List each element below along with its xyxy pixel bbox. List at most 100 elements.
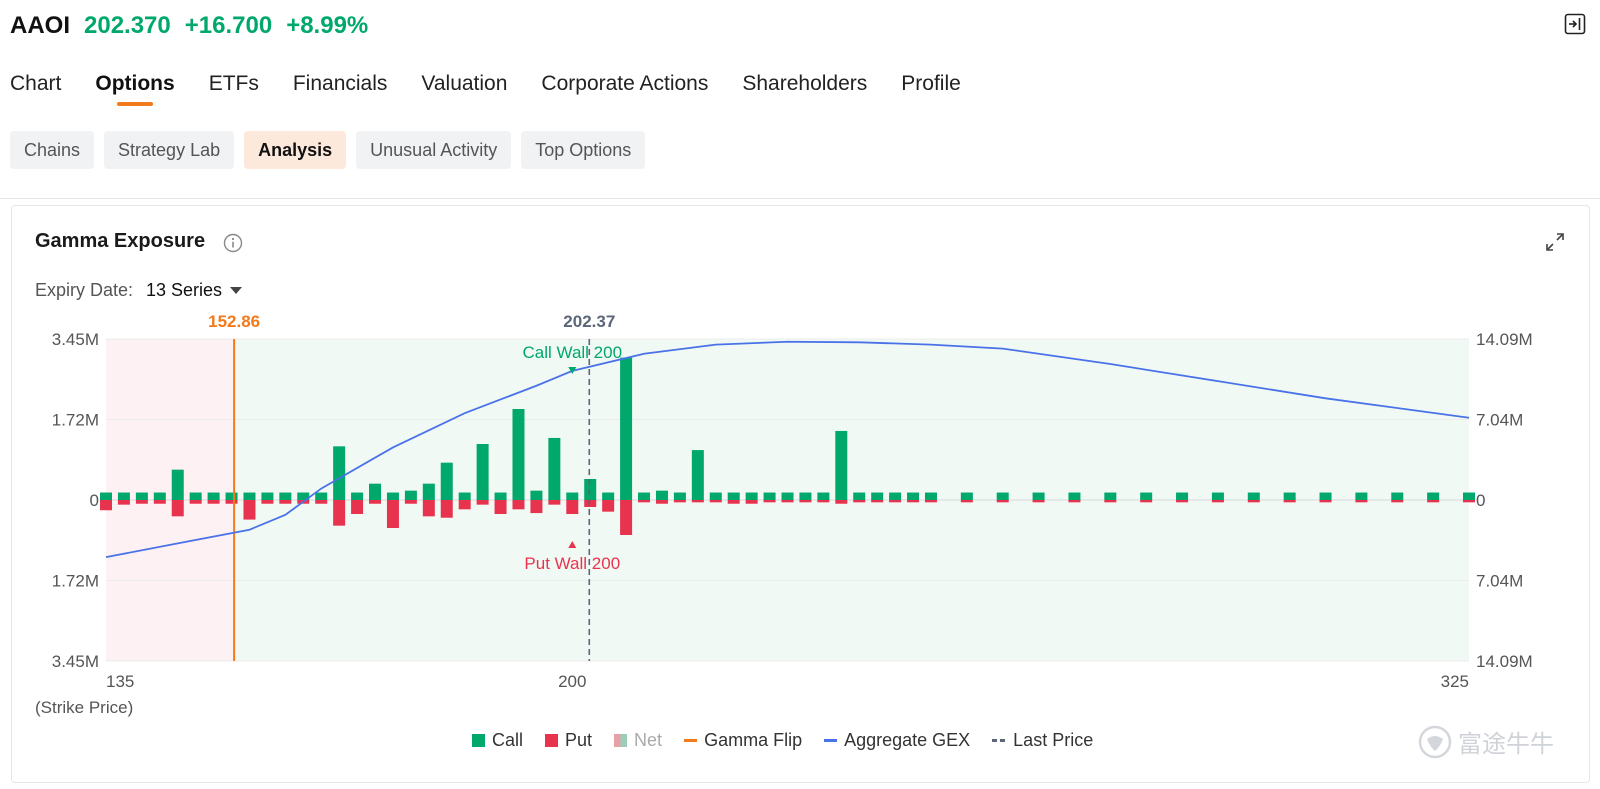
put-bar xyxy=(458,500,471,510)
y-axis-left-tick: 1.72M xyxy=(52,572,99,591)
caret-down-icon xyxy=(230,287,243,294)
put-bar xyxy=(1104,500,1117,503)
put-bar xyxy=(1211,500,1224,503)
call-bar xyxy=(763,492,776,500)
put-bar xyxy=(799,500,812,503)
gamma-flip-label: 152.86 xyxy=(208,312,260,331)
tab-valuation[interactable]: Valuation xyxy=(421,72,508,95)
legend-aggregate-gex-swatch xyxy=(824,739,838,742)
call-bar xyxy=(153,492,166,500)
call-bar xyxy=(171,469,184,500)
tab-options[interactable]: Options xyxy=(95,72,174,106)
info-icon[interactable] xyxy=(223,233,243,253)
put-bar xyxy=(351,500,364,514)
put-bar xyxy=(315,500,328,504)
legend-net[interactable]: Net xyxy=(614,730,662,751)
put-bar xyxy=(835,500,848,504)
put-bar xyxy=(333,500,346,526)
call-bar xyxy=(1176,492,1189,500)
tab-chart[interactable]: Chart xyxy=(10,72,62,95)
call-bar xyxy=(835,430,848,500)
legend-last-price[interactable]: Last Price xyxy=(992,730,1093,751)
expiry-date-dropdown[interactable]: 13 Series xyxy=(146,280,243,301)
call-bar xyxy=(404,490,417,500)
call-bar xyxy=(1463,492,1475,500)
call-bar xyxy=(673,492,686,500)
legend-net-swatch xyxy=(614,734,628,747)
put-bar xyxy=(602,500,615,512)
legend-gamma-flip-swatch xyxy=(684,739,698,742)
put-bar xyxy=(279,500,292,504)
put-bar xyxy=(655,500,668,504)
put-bar xyxy=(548,500,561,505)
options-sub-tabs: Chains Strategy Lab Analysis Unusual Act… xyxy=(10,131,646,169)
call-bar xyxy=(1391,492,1404,500)
put-bar xyxy=(207,500,220,504)
last-price: 202.370 xyxy=(84,12,171,39)
call-bar xyxy=(1355,492,1368,500)
subtab-analysis[interactable]: Analysis xyxy=(244,131,347,169)
collapse-panel-icon[interactable] xyxy=(1564,13,1586,35)
tab-profile[interactable]: Profile xyxy=(901,72,961,95)
put-bar xyxy=(960,500,973,503)
legend-put-label: Put xyxy=(565,730,593,750)
call-bar xyxy=(1247,492,1260,500)
put-bar xyxy=(673,500,686,503)
subtab-chains[interactable]: Chains xyxy=(10,131,95,169)
put-bar xyxy=(763,500,776,503)
put-bar xyxy=(404,500,417,504)
call-bar xyxy=(135,492,148,500)
call-bar xyxy=(315,492,328,500)
legend-call[interactable]: Call xyxy=(472,730,523,751)
legend-call-label: Call xyxy=(492,730,524,750)
card-title: Gamma Exposure xyxy=(35,230,206,252)
call-bar xyxy=(117,492,130,500)
call-bar xyxy=(584,479,597,500)
put-bar xyxy=(494,500,507,514)
tab-shareholders[interactable]: Shareholders xyxy=(742,72,868,95)
y-axis-right-tick: 7.04M xyxy=(1476,572,1523,591)
put-bar xyxy=(1032,500,1045,503)
legend-aggregate-gex[interactable]: Aggregate GEX xyxy=(824,730,970,751)
expiry-date-value: 13 Series xyxy=(146,280,223,300)
call-bar xyxy=(709,492,722,500)
call-bar xyxy=(386,492,399,500)
put-bar xyxy=(1068,500,1081,503)
call-bar xyxy=(548,437,561,500)
quote-header: AAOI 202.370 +16.700 +8.99% xyxy=(10,10,368,42)
legend-put[interactable]: Put xyxy=(545,730,592,751)
y-axis-right-tick: 14.09M xyxy=(1476,652,1533,671)
subtab-unusual-activity[interactable]: Unusual Activity xyxy=(356,131,512,169)
call-bar xyxy=(655,490,668,500)
put-bar xyxy=(620,500,633,535)
call-bar xyxy=(261,492,274,500)
tab-corporate-actions[interactable]: Corporate Actions xyxy=(541,72,709,95)
section-divider xyxy=(0,198,1600,199)
call-wall-marker xyxy=(568,367,577,374)
put-bar xyxy=(135,500,148,504)
put-bar xyxy=(530,500,543,514)
legend-gamma-flip[interactable]: Gamma Flip xyxy=(684,730,802,751)
call-bar xyxy=(638,492,651,500)
tab-financials[interactable]: Financials xyxy=(292,72,388,95)
call-bar xyxy=(297,492,310,500)
tab-etfs[interactable]: ETFs xyxy=(208,72,259,95)
expand-icon[interactable] xyxy=(1544,231,1566,253)
put-bar xyxy=(1391,500,1404,503)
call-bar xyxy=(907,492,920,500)
watermark-text: 富途牛牛 xyxy=(1458,731,1554,758)
legend-gamma-flip-label: Gamma Flip xyxy=(704,730,803,750)
call-bar xyxy=(1427,492,1440,500)
subtab-top-options[interactable]: Top Options xyxy=(521,131,646,169)
call-bar xyxy=(1211,492,1224,500)
call-bar xyxy=(207,492,220,500)
call-bar xyxy=(691,450,704,500)
bull-logo-icon xyxy=(1418,725,1452,758)
put-bar xyxy=(153,500,166,504)
put-bar xyxy=(1176,500,1189,503)
call-bar xyxy=(620,357,633,500)
y-axis-right-tick: 0 xyxy=(1476,491,1485,510)
subtab-strategy-lab[interactable]: Strategy Lab xyxy=(104,131,235,169)
expiry-date-label: Expiry Date: xyxy=(35,280,134,300)
call-bar xyxy=(476,444,489,500)
